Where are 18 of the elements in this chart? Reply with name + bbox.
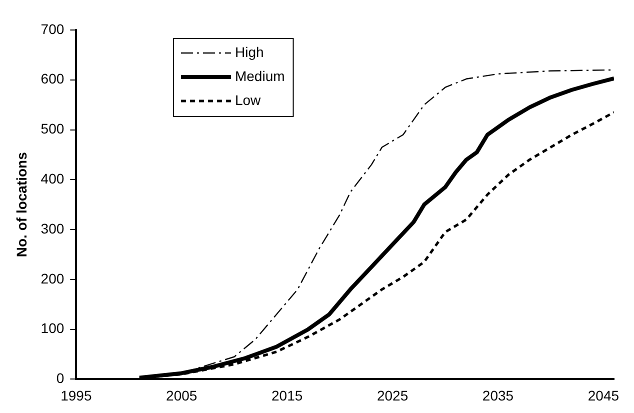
y-tick-label: 600 [40,70,64,87]
y-tick-label: 200 [40,270,64,286]
y-tick-label: 700 [40,20,64,37]
y-tick-label: 400 [40,170,64,187]
y-tick-label: 0 [56,370,64,386]
x-tick-label: 2025 [376,387,408,404]
legend-label: Medium [234,68,285,84]
x-tick-label: 2015 [272,387,303,404]
legend-label: Low [234,92,262,108]
x-tick-label: 2005 [166,387,198,404]
y-axis-title: No. of locations [13,152,30,258]
y-tick-label: 300 [40,220,64,236]
x-tick-label: 2045 [588,387,620,404]
legend-label: High [234,44,264,60]
y-tick-label: 500 [40,120,64,137]
y-tick-label: 100 [40,320,64,336]
x-tick-label: 2035 [482,387,514,404]
x-tick-label: 1995 [60,387,92,404]
